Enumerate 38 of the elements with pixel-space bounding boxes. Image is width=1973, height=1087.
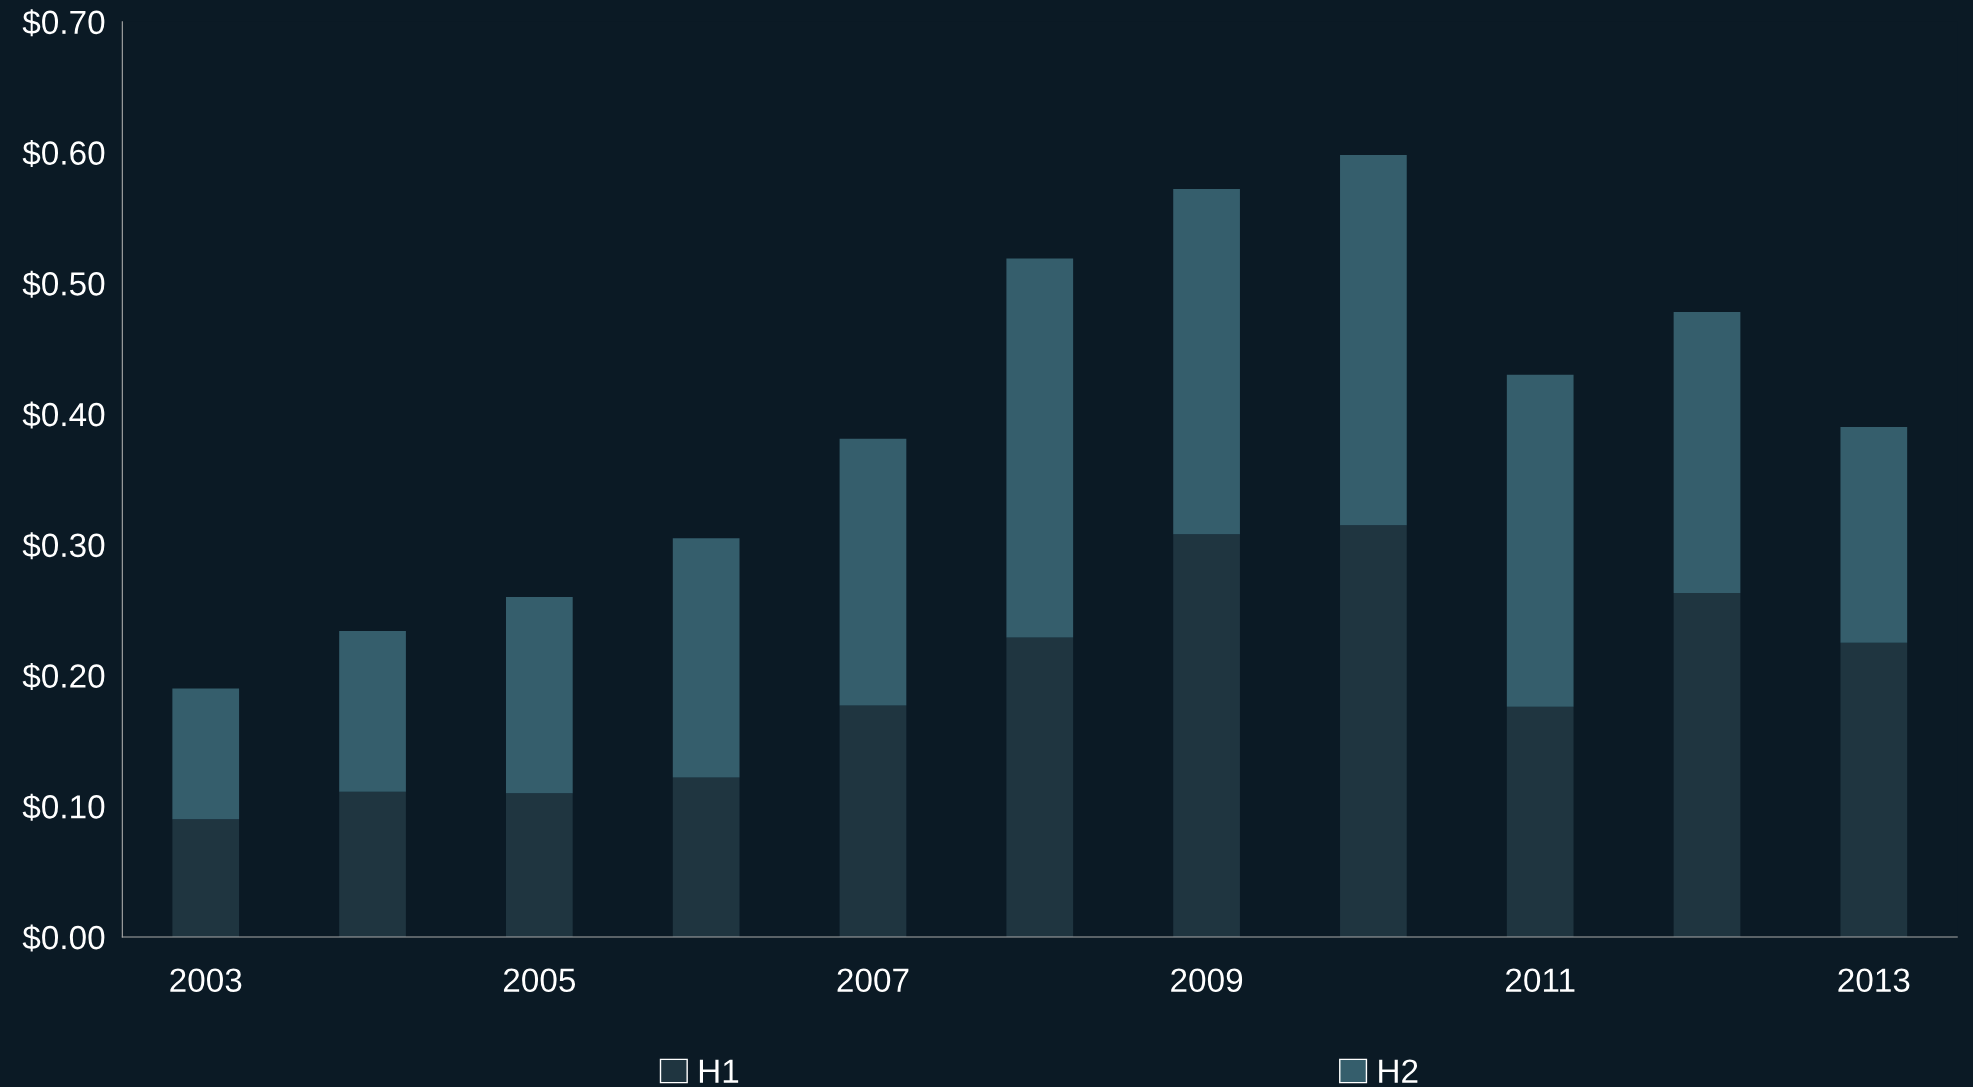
bar	[505, 793, 573, 937]
bar	[1006, 637, 1074, 937]
y-tick-label: $0.10	[22, 793, 105, 821]
y-tick-label: $0.40	[22, 401, 105, 429]
bar	[172, 819, 240, 937]
y-tick-label: $0.50	[22, 270, 105, 298]
bar	[1173, 534, 1240, 937]
bar	[839, 705, 907, 937]
bar	[505, 597, 573, 794]
y-tick-label: $0.00	[22, 924, 105, 952]
bar	[1340, 525, 1407, 937]
bar	[839, 438, 907, 706]
bar	[172, 688, 240, 820]
y-tick-label: $0.70	[22, 9, 105, 37]
bar	[1506, 706, 1574, 937]
bar	[1840, 427, 1908, 643]
bar	[1673, 593, 1741, 937]
bar	[1340, 155, 1407, 526]
y-tick-label: $0.20	[22, 662, 105, 690]
bar	[1506, 374, 1574, 707]
bar	[672, 538, 740, 778]
legend-label: H2	[1379, 1059, 1418, 1083]
bar	[1006, 258, 1074, 638]
bar	[1840, 642, 1908, 937]
bar	[339, 631, 406, 792]
x-tick-label: 2003	[170, 968, 242, 993]
bar	[339, 791, 406, 937]
x-tick-label: 2011	[1506, 968, 1575, 993]
legend-label: H1	[699, 1059, 739, 1083]
y-tick-label: $0.60	[22, 139, 105, 167]
bar	[672, 777, 740, 937]
x-tick-label: 2009	[1171, 968, 1243, 993]
x-tick-label: 2005	[503, 968, 576, 993]
x-tick-label: 2007	[837, 968, 909, 993]
x-tick-label: 2013	[1838, 968, 1910, 993]
y-tick-label: $0.30	[22, 532, 105, 560]
bar	[1173, 189, 1240, 535]
bar	[1673, 312, 1741, 594]
